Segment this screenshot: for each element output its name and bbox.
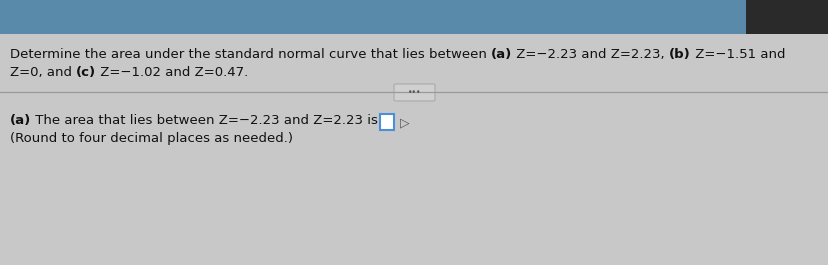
Bar xyxy=(745,0,828,34)
Text: (c): (c) xyxy=(76,67,96,80)
Bar xyxy=(380,114,393,130)
Text: (Round to four decimal places as needed.): (Round to four decimal places as needed.… xyxy=(10,132,292,145)
Text: (b): (b) xyxy=(668,48,691,61)
Text: (a): (a) xyxy=(490,48,512,61)
Text: Z=−2.23 and Z=2.23,: Z=−2.23 and Z=2.23, xyxy=(512,48,668,61)
Text: Z=0, and: Z=0, and xyxy=(10,67,76,80)
Text: •••: ••• xyxy=(407,88,421,97)
Bar xyxy=(0,0,828,34)
Text: The area that lies between Z=−2.23 and Z=2.23 is: The area that lies between Z=−2.23 and Z… xyxy=(31,114,378,127)
Text: ▷: ▷ xyxy=(400,116,409,129)
Text: Determine the area under the standard normal curve that lies between: Determine the area under the standard no… xyxy=(10,48,490,61)
Text: (a): (a) xyxy=(10,114,31,127)
FancyBboxPatch shape xyxy=(393,84,435,101)
Text: Z=−1.02 and Z=0.47.: Z=−1.02 and Z=0.47. xyxy=(96,67,248,80)
Text: Z=−1.51 and: Z=−1.51 and xyxy=(691,48,785,61)
